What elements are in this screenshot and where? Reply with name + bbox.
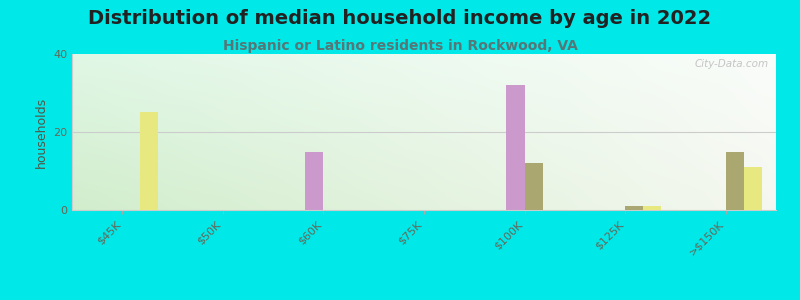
Bar — [506, 85, 525, 210]
Text: City-Data.com: City-Data.com — [695, 59, 769, 69]
Y-axis label: households: households — [34, 96, 47, 168]
Bar — [140, 112, 158, 210]
Text: Hispanic or Latino residents in Rockwood, VA: Hispanic or Latino residents in Rockwood… — [222, 39, 578, 53]
Bar — [625, 206, 643, 210]
Bar — [306, 152, 323, 210]
Bar — [744, 167, 762, 210]
Bar — [726, 152, 744, 210]
Bar — [643, 206, 662, 210]
Bar — [525, 163, 542, 210]
Text: Distribution of median household income by age in 2022: Distribution of median household income … — [89, 9, 711, 28]
